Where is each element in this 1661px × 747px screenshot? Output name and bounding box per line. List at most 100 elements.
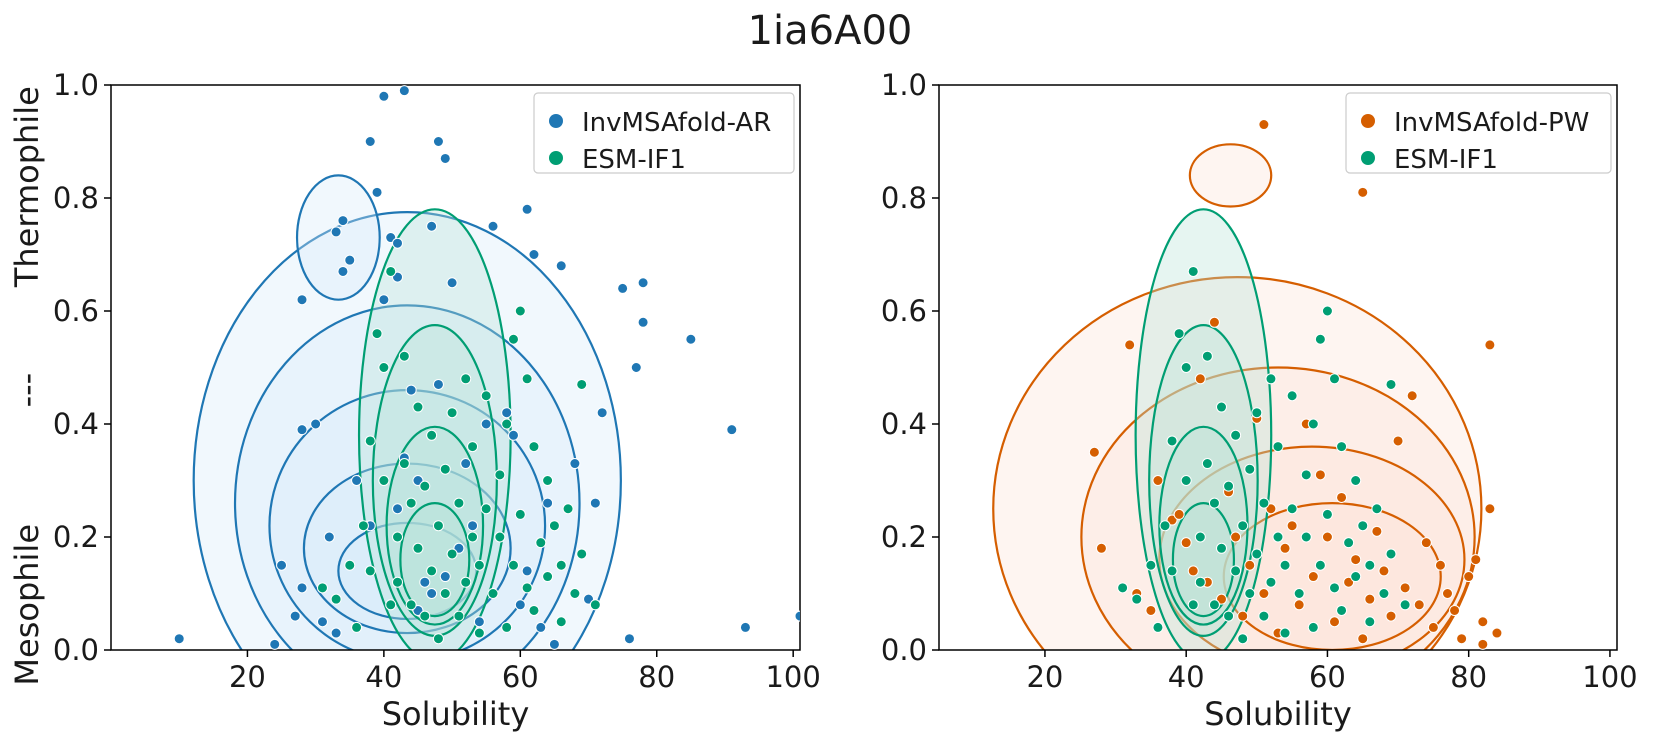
scatter-point xyxy=(726,424,738,436)
scatter-point xyxy=(1371,503,1383,515)
scatter-point xyxy=(617,282,629,294)
scatter-point xyxy=(1208,497,1220,509)
scatter-point xyxy=(426,220,438,232)
scatter-point xyxy=(1166,565,1178,577)
scatter-point xyxy=(337,215,349,227)
y-tick-label: 0.8 xyxy=(53,181,99,215)
kde-contour xyxy=(1080,366,1476,650)
legend-box xyxy=(1345,92,1612,174)
scatter-point xyxy=(1223,610,1235,622)
x-axis-label: Solubility xyxy=(382,695,530,733)
legend-marker xyxy=(1361,114,1375,128)
scatter-point xyxy=(637,277,649,289)
y-tick-label: 0.0 xyxy=(881,633,927,667)
scatter-point xyxy=(405,384,417,396)
scatter-point xyxy=(467,531,479,543)
scatter-point xyxy=(357,520,369,532)
scatter-point xyxy=(1314,333,1326,345)
scatter-point xyxy=(501,407,513,419)
scatter-point xyxy=(555,559,567,571)
scatter-point xyxy=(364,435,376,447)
scatter-point xyxy=(330,226,342,238)
scatter-point xyxy=(446,548,458,560)
scatter-point xyxy=(576,378,588,390)
scatter-point xyxy=(1314,559,1326,571)
scatter-point xyxy=(1166,514,1178,526)
scatter-point xyxy=(501,418,513,430)
scatter-point xyxy=(1279,559,1291,571)
scatter-point xyxy=(460,373,472,385)
scatter-point xyxy=(1399,599,1411,611)
x-tick-label: 60 xyxy=(502,660,539,694)
scatter-point xyxy=(501,621,513,633)
x-tick-label: 20 xyxy=(1026,660,1063,694)
x-tick-label: 100 xyxy=(1582,660,1637,694)
scatter-point xyxy=(555,616,567,628)
legend-marker xyxy=(549,114,563,128)
scatter-point xyxy=(432,136,444,147)
scatter-point xyxy=(1477,616,1489,628)
scatter-point xyxy=(1223,480,1235,492)
scatter-point xyxy=(1088,446,1100,458)
scatter-point xyxy=(269,638,281,650)
kde-contour xyxy=(1188,143,1273,208)
scatter-point xyxy=(289,610,301,622)
scatter-point xyxy=(569,458,581,470)
scatter-point xyxy=(1378,565,1390,577)
scatter-point xyxy=(364,565,376,577)
scatter-point xyxy=(1399,582,1411,594)
scatter-point xyxy=(1286,503,1298,515)
scatter-point xyxy=(1484,339,1496,351)
legend-label: InvMSAfold-AR xyxy=(582,108,771,138)
scatter-point xyxy=(473,616,485,628)
scatter-point xyxy=(1420,537,1432,549)
scatter-point xyxy=(432,633,444,645)
scatter-point xyxy=(1244,559,1256,571)
scatter-point xyxy=(473,627,485,639)
scatter-point xyxy=(1286,520,1298,532)
y-axis-label-middle: --- xyxy=(8,373,46,408)
scatter-point xyxy=(548,638,560,650)
legend-marker xyxy=(549,151,563,165)
scatter-point xyxy=(1357,633,1369,645)
scatter-point xyxy=(514,508,526,520)
scatter-point xyxy=(1237,633,1249,645)
scatter-point xyxy=(1216,542,1227,554)
scatter-point xyxy=(1258,119,1270,131)
scatter-point xyxy=(1265,576,1277,588)
scatter-point xyxy=(514,599,526,611)
scatter-point xyxy=(576,548,588,560)
scatter-point xyxy=(173,633,185,645)
scatter-point xyxy=(1159,520,1171,532)
kde-contour xyxy=(1148,324,1259,637)
scatter-point xyxy=(1180,537,1192,549)
scatter-point xyxy=(1201,458,1213,470)
y-tick-label: 0.6 xyxy=(53,294,99,328)
scatter-point xyxy=(1095,542,1107,554)
scatter-point xyxy=(480,390,492,402)
scatter-point xyxy=(460,576,472,588)
scatter-point xyxy=(480,503,492,515)
scatter-point xyxy=(542,497,554,509)
scatter-point xyxy=(507,429,519,441)
scatter-point xyxy=(1180,362,1192,373)
scatter-point xyxy=(432,520,444,532)
scatter-point xyxy=(467,441,479,453)
scatter-point xyxy=(1385,610,1397,622)
kde-contours-right xyxy=(992,143,1483,650)
scatter-point xyxy=(1392,435,1404,447)
scatter-point xyxy=(1173,508,1185,520)
scatter-point xyxy=(392,576,404,588)
scatter-point xyxy=(337,265,349,277)
scatter-point xyxy=(1244,463,1256,475)
scatter-point xyxy=(521,565,533,577)
scatter-point xyxy=(378,475,390,486)
scatter-point xyxy=(412,542,424,554)
axes-frame xyxy=(110,84,801,651)
scatter-point xyxy=(378,362,390,373)
scatter-point xyxy=(637,316,649,328)
scatter-point xyxy=(1152,621,1164,633)
scatter-point xyxy=(487,588,499,599)
scatter-point xyxy=(1131,593,1143,605)
